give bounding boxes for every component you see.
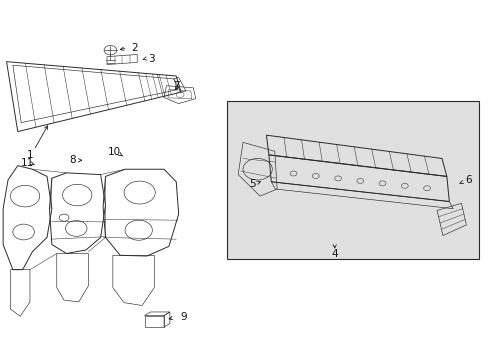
FancyBboxPatch shape [227,101,478,259]
Text: 8: 8 [69,155,76,165]
Text: 9: 9 [180,312,186,322]
Text: 11: 11 [21,158,34,168]
Text: 1: 1 [26,150,33,160]
Text: 3: 3 [148,54,155,64]
Text: 10: 10 [108,147,121,157]
Text: 2: 2 [131,43,138,53]
Text: 5: 5 [249,179,256,189]
Text: 6: 6 [465,175,471,185]
Text: 7: 7 [173,81,179,91]
Text: 4: 4 [331,248,337,258]
